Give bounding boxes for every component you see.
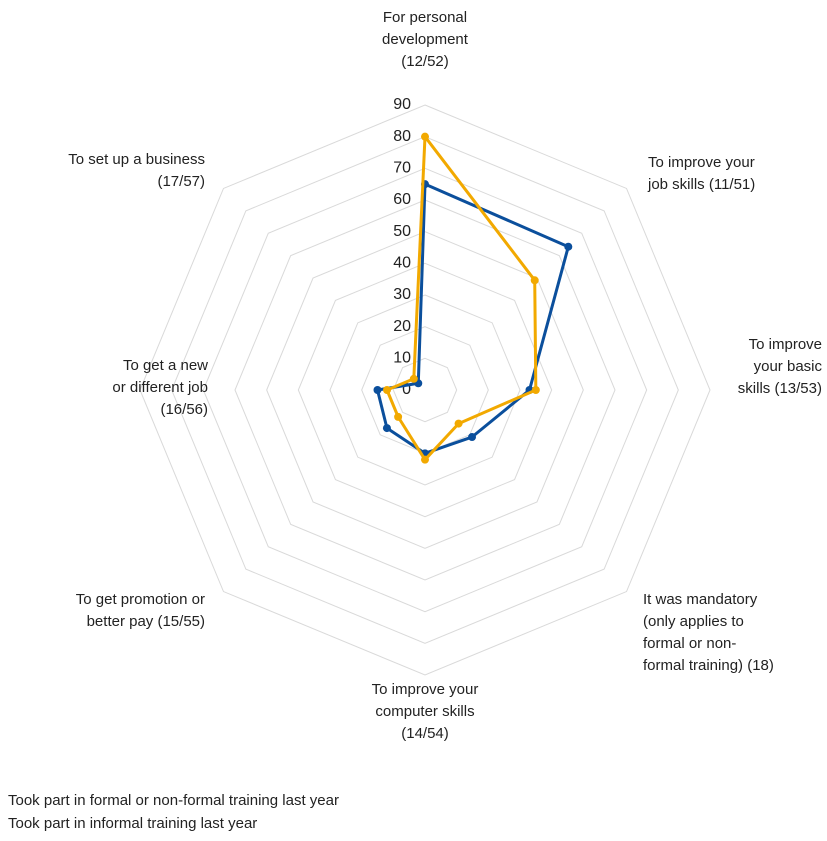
grid-ring (392, 357, 458, 423)
legend-entry: Took part in formal or non-formal traini… (8, 792, 339, 809)
r-tick-label: 50 (393, 223, 411, 240)
grid-ring (202, 167, 648, 613)
point (373, 386, 382, 394)
axis-label: To improve your computer skills (14/54) (371, 681, 479, 742)
point (409, 374, 418, 383)
grid-ring (297, 262, 553, 518)
point (468, 433, 477, 442)
grid-ring (171, 136, 679, 644)
legend-entry: Took part in informal training last year (8, 815, 258, 832)
point (382, 424, 391, 433)
grid-ring (329, 294, 521, 486)
point (564, 242, 573, 251)
r-tick-label: 30 (393, 286, 411, 303)
r-tick-label: 10 (393, 350, 411, 367)
point (421, 132, 429, 141)
axis-label: To set up a business (17/57) (68, 151, 205, 190)
r-tick-label: 20 (393, 318, 411, 335)
r-tick-label: 60 (393, 191, 411, 208)
axis-label: To improve your basic skills (13/53) (737, 336, 822, 397)
point (454, 419, 463, 428)
point (531, 386, 540, 394)
axis-label: To get a new or different job (16/56) (112, 357, 208, 418)
grid-ring (266, 231, 584, 549)
point (383, 386, 391, 394)
point (394, 412, 403, 421)
r-tick-label: 90 (393, 96, 411, 113)
r-tick-label: 0 (402, 381, 411, 398)
point (421, 455, 429, 464)
grid-ring (139, 104, 711, 676)
r-tick-label: 70 (393, 160, 411, 177)
point (530, 276, 539, 285)
grid-ring (234, 199, 616, 581)
axis-label: To get promotion or better pay (15/55) (75, 591, 205, 630)
axis-label: It was mandatory (only applies to formal… (643, 591, 774, 674)
axis-label: To improve your job skills (11/51) (648, 154, 756, 193)
axis-label: For personal development (12/52) (382, 9, 468, 70)
r-tick-label: 40 (393, 255, 411, 272)
r-tick-label: 80 (393, 128, 411, 145)
